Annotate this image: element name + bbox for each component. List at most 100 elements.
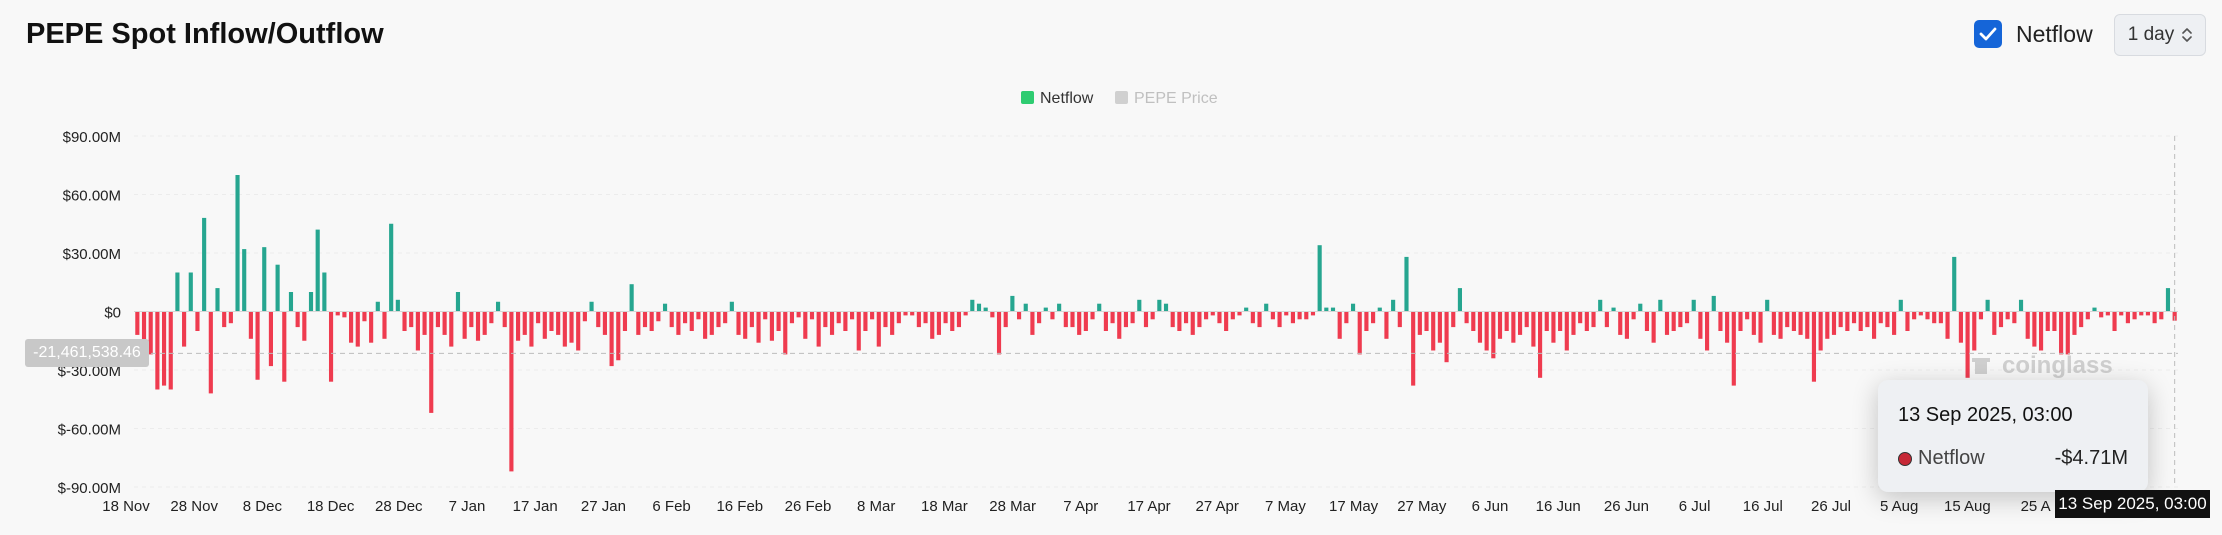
netflow-bar[interactable] [1591,311,1596,328]
netflow-bar[interactable] [669,311,674,328]
netflow-bar[interactable] [1484,311,1489,351]
netflow-bar[interactable] [495,301,501,312]
netflow-bar[interactable] [1564,311,1569,351]
netflow-bar[interactable] [622,311,628,332]
netflow-bar[interactable] [1918,311,1923,316]
netflow-bar[interactable] [1598,299,1603,312]
netflow-bar[interactable] [161,311,167,386]
netflow-bar[interactable] [1371,311,1376,324]
netflow-bar[interactable] [1103,311,1108,332]
netflow-bar[interactable] [1244,307,1249,312]
netflow-bar[interactable] [1972,311,1977,351]
netflow-bar[interactable] [141,311,147,347]
netflow-bar[interactable] [449,311,454,347]
netflow-bar[interactable] [1003,311,1008,328]
netflow-bar[interactable] [1618,311,1623,335]
netflow-bar[interactable] [322,272,327,312]
netflow-bar[interactable] [950,311,955,332]
netflow-bar[interactable] [1624,311,1629,339]
netflow-bar[interactable] [1558,311,1563,332]
netflow-bar[interactable] [1778,311,1783,339]
netflow-bar[interactable] [976,303,982,312]
netflow-bar[interactable] [1998,311,2004,328]
netflow-bar[interactable] [1945,311,1950,339]
netflow-checkbox[interactable] [1974,20,2002,48]
netflow-bar[interactable] [1584,311,1589,332]
netflow-bar[interactable] [1210,311,1215,316]
netflow-bar[interactable] [890,311,895,335]
netflow-bar[interactable] [422,311,427,335]
netflow-bar[interactable] [295,311,300,328]
netflow-bar[interactable] [355,311,360,347]
netflow-bar[interactable] [1718,311,1723,332]
netflow-bar[interactable] [1324,307,1329,312]
netflow-bar[interactable] [228,311,233,324]
netflow-bar[interactable] [1037,311,1042,324]
netflow-bar[interactable] [1123,311,1129,328]
netflow-bar[interactable] [2145,311,2151,316]
netflow-bar[interactable] [1865,311,1870,328]
netflow-bar[interactable] [1457,288,1462,312]
netflow-bar[interactable] [482,311,487,335]
netflow-bar[interactable] [1284,311,1289,316]
netflow-bar[interactable] [1811,311,1817,382]
netflow-bar[interactable] [1878,311,1883,324]
netflow-bar[interactable] [2099,311,2104,318]
netflow-bar[interactable] [275,264,280,312]
netflow-bar[interactable] [1671,311,1676,332]
netflow-bar[interactable] [208,311,213,394]
netflow-bar[interactable] [562,311,567,347]
netflow-bar[interactable] [1197,311,1202,328]
netflow-bar[interactable] [783,311,788,355]
netflow-bar[interactable] [729,301,734,312]
netflow-bar[interactable] [2119,311,2124,316]
netflow-bar[interactable] [1411,311,1416,386]
netflow-bar[interactable] [536,311,541,324]
netflow-bar[interactable] [1851,311,1857,324]
netflow-bar[interactable] [636,311,641,335]
netflow-bar[interactable] [1578,311,1583,324]
netflow-bar[interactable] [1731,311,1736,386]
netflow-bar[interactable] [1604,311,1609,328]
interval-select[interactable]: 1 day [2114,14,2206,56]
netflow-bar[interactable] [155,311,160,390]
netflow-bar[interactable] [903,311,908,316]
netflow-bar[interactable] [1217,311,1222,324]
netflow-bar[interactable] [1684,311,1690,324]
netflow-bar[interactable] [2025,311,2030,339]
netflow-bar[interactable] [743,311,748,339]
netflow-bar[interactable] [1511,311,1516,343]
legend-price[interactable]: PEPE Price [1115,90,1218,107]
netflow-bar[interactable] [1257,311,1262,328]
netflow-bar[interactable] [382,311,387,339]
netflow-bar[interactable] [2079,311,2084,328]
netflow-bar[interactable] [1758,311,1763,343]
netflow-bar[interactable] [756,311,761,343]
netflow-bar[interactable] [369,311,374,343]
netflow-bar[interactable] [1110,311,1115,324]
netflow-bar[interactable] [308,292,314,312]
netflow-bar[interactable] [1965,311,1970,378]
netflow-bar[interactable] [175,272,180,312]
netflow-bar[interactable] [502,311,507,328]
netflow-bar[interactable] [2112,311,2117,332]
netflow-bar[interactable] [1678,311,1683,328]
netflow-bar[interactable] [148,311,153,355]
netflow-bar[interactable] [1705,311,1710,351]
netflow-bar[interactable] [1297,311,1302,320]
netflow-bar[interactable] [1698,311,1703,339]
netflow-bar[interactable] [2159,311,2164,320]
netflow-bar[interactable] [1464,311,1469,324]
netflow-bar[interactable] [242,249,247,312]
netflow-bar[interactable] [1070,311,1075,328]
netflow-bar[interactable] [255,311,260,380]
netflow-bar[interactable] [1444,311,1449,363]
netflow-bar[interactable] [402,311,407,332]
netflow-bar[interactable] [716,311,721,328]
netflow-bar[interactable] [1818,311,1823,351]
netflow-bar[interactable] [696,311,701,320]
netflow-bar[interactable] [1912,311,1917,320]
netflow-bar[interactable] [769,311,774,341]
netflow-bar[interactable] [809,311,815,320]
netflow-bar[interactable] [1270,311,1275,320]
